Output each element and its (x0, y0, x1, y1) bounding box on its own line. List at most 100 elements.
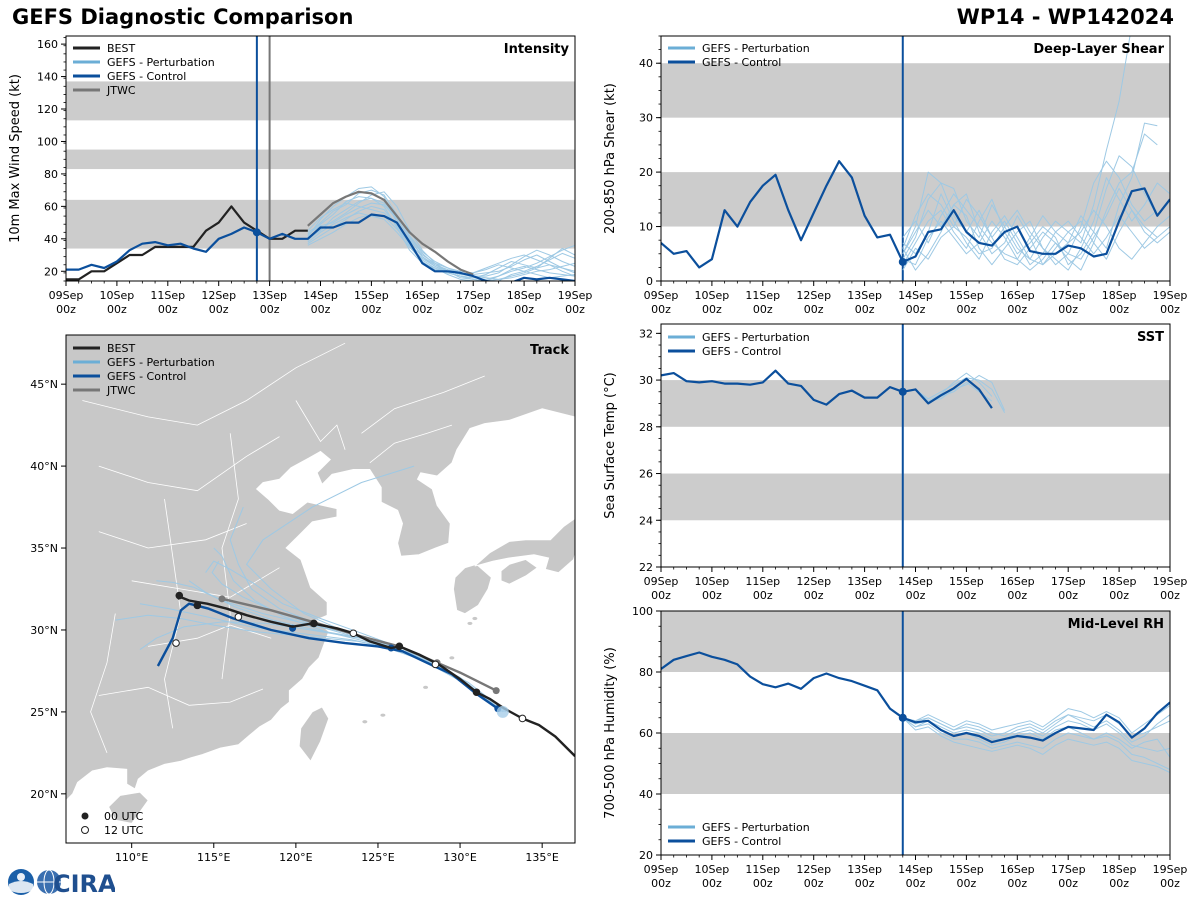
sst-xtick-day: 14Sep (898, 575, 933, 588)
sst-plot-area (661, 324, 1170, 567)
track-xtick-label: 125°E (361, 851, 394, 864)
legend-12utc-label: 12 UTC (104, 824, 144, 837)
rh-legend-label: GEFS - Control (702, 835, 781, 848)
intensity-xtick-hour: 00z (463, 303, 483, 316)
province-border (295, 400, 346, 450)
intensity-legend-label: GEFS - Perturbation (107, 56, 215, 69)
shear-xtick-hour: 00z (1058, 303, 1078, 316)
rh-init-marker (898, 713, 907, 722)
shear-xtick-hour: 00z (702, 303, 722, 316)
best-marker-00utc (193, 601, 202, 610)
sst-ytick-label: 26 (639, 468, 653, 481)
shear-ytick-label: 10 (639, 221, 653, 234)
intensity-ytick-label: 120 (37, 103, 58, 116)
intensity-xtick-day: 12Sep (201, 289, 236, 302)
shear-series-perturbation (902, 198, 1170, 271)
province-border (90, 613, 116, 754)
best-marker-12utc (518, 714, 527, 723)
rh-xtick-day: 09Sep (644, 863, 679, 876)
rh-xtick-day: 10Sep (695, 863, 730, 876)
province-border (82, 342, 346, 426)
legend-00utc-label: 00 UTC (104, 810, 144, 823)
track-map-area (66, 335, 575, 843)
best-marker-00utc (472, 688, 481, 697)
rh-ytick-label: 80 (639, 666, 653, 679)
sst-legend-label: GEFS - Control (702, 345, 781, 358)
shear-threshold-band (661, 172, 1170, 227)
track-legend-label: GEFS - Perturbation (107, 356, 215, 369)
best-marker-12utc (349, 629, 358, 638)
intensity-xtick-hour: 00z (412, 303, 432, 316)
track-legend-label: BEST (107, 342, 135, 355)
intensity-xtick-day: 14Sep (303, 289, 338, 302)
rh-series-control (661, 651, 1170, 744)
shear-ytick-label: 0 (646, 275, 653, 288)
intensity-xtick-day: 11Sep (150, 289, 185, 302)
rh-xtick-day: 19Sep (1153, 863, 1188, 876)
shear-xtick-day: 17Sep (1051, 289, 1086, 302)
best-marker-00utc (310, 619, 318, 628)
track-xtick-label: 115°E (197, 851, 230, 864)
track-ytick-label: 25°N (30, 706, 58, 719)
intensity-ytick-label: 20 (44, 265, 58, 278)
shear-legend-label: GEFS - Perturbation (702, 42, 810, 55)
shear-xtick-hour: 00z (1160, 303, 1180, 316)
sst-xtick-hour: 00z (753, 589, 773, 602)
sst-xtick-hour: 00z (804, 589, 824, 602)
best-marker-12utc (431, 660, 440, 669)
shear-xtick-hour: 00z (804, 303, 824, 316)
sst-ytick-label: 24 (639, 514, 653, 527)
rh-xtick-hour: 00z (651, 877, 671, 890)
shear-xtick-hour: 00z (753, 303, 773, 316)
sst-xtick-hour: 00z (702, 589, 722, 602)
intensity-ytick-label: 80 (44, 168, 58, 181)
sst-xtick-day: 17Sep (1051, 575, 1086, 588)
sst-xtick-hour: 00z (906, 589, 926, 602)
sst-xtick-day: 09Sep (644, 575, 679, 588)
storm-id: WP14 - WP142024 (956, 5, 1174, 29)
rh-threshold-band (661, 611, 1170, 672)
intensity-xtick-hour: 00z (362, 303, 382, 316)
sst-threshold-band (661, 473, 1170, 521)
track-legend-label: GEFS - Control (107, 370, 186, 383)
legend-12utc-marker (81, 826, 89, 834)
intensity-xtick-hour: 00z (56, 303, 76, 316)
track-legend-label: JTWC (106, 384, 136, 397)
sst-xtick-day: 16Sep (1000, 575, 1035, 588)
shear-series-control (661, 160, 1170, 269)
intensity-xtick-day: 18Sep (507, 289, 542, 302)
intensity-panel-title: Intensity (504, 42, 570, 57)
intensity-ylabel: 10m Max Wind Speed (kt) (8, 74, 23, 243)
shikoku-island (500, 559, 538, 585)
shear-series-perturbation (902, 160, 1158, 266)
shear-xtick-day: 13Sep (847, 289, 882, 302)
shear-panel-title: Deep-Layer Shear (1033, 42, 1164, 57)
shear-series-perturbation (902, 187, 1170, 271)
intensity-xtick-day: 15Sep (354, 289, 389, 302)
mainland-asia (66, 335, 575, 843)
track-ytick-label: 30°N (30, 624, 58, 637)
intensity-ytick-label: 60 (44, 200, 58, 213)
rh-xtick-hour: 00z (753, 877, 773, 890)
shear-xtick-day: 19Sep (1153, 289, 1188, 302)
rh-ytick-label: 60 (639, 727, 653, 740)
sst-xtick-hour: 00z (1109, 589, 1129, 602)
track-ytick-label: 40°N (30, 460, 58, 473)
sst-series-control (661, 369, 993, 409)
intensity-series-jtwc (307, 190, 474, 276)
ensemble-start-marker (496, 705, 509, 718)
intensity-series-perturbation (307, 202, 575, 277)
rh-ytick-label: 20 (639, 849, 653, 862)
province-border (221, 433, 239, 680)
sst-xtick-hour: 00z (651, 589, 671, 602)
shear-xtick-hour: 00z (855, 303, 875, 316)
intensity-legend-label: GEFS - Control (107, 70, 186, 83)
rh-xtick-day: 16Sep (1000, 863, 1035, 876)
intensity-ytick-label: 140 (37, 71, 58, 84)
province-border (98, 523, 247, 549)
shear-xtick-day: 12Sep (796, 289, 831, 302)
province-border (361, 375, 485, 434)
intensity-series-perturbation (307, 212, 575, 281)
shear-xtick-day: 09Sep (644, 289, 679, 302)
